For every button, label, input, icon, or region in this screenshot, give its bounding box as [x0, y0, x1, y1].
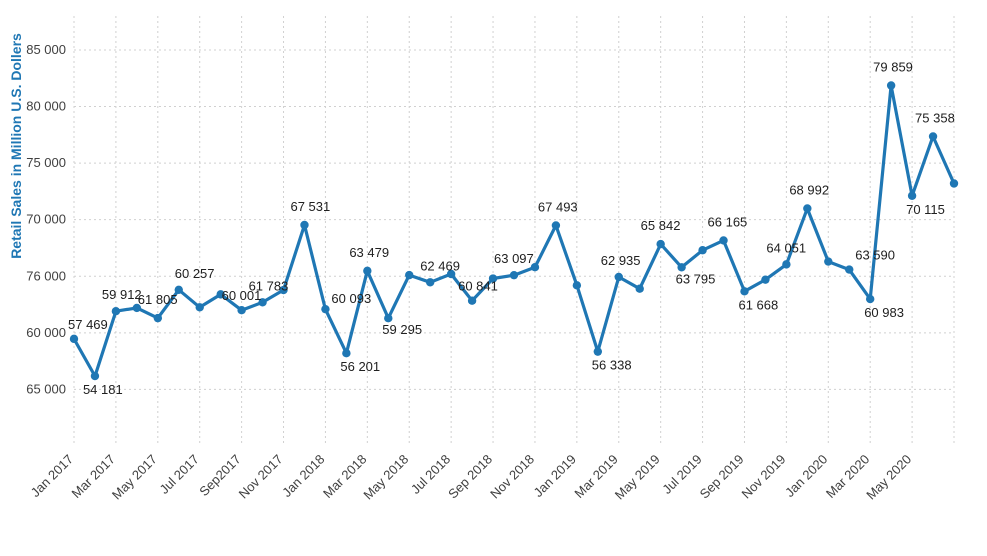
series-marker	[636, 285, 644, 293]
data-label: 56 201	[340, 359, 380, 374]
data-label: 56 338	[592, 358, 632, 373]
series-marker	[112, 307, 120, 315]
data-label: 59 295	[382, 322, 422, 337]
data-label: 57 469	[68, 317, 108, 332]
series-marker	[908, 192, 916, 200]
series-marker	[237, 306, 245, 314]
data-label: 75 358	[915, 110, 955, 125]
series-marker	[929, 132, 937, 140]
series-marker	[887, 81, 895, 89]
data-label: 67 531	[290, 199, 330, 214]
series-marker	[656, 240, 664, 248]
data-label: 64 051	[766, 240, 806, 255]
x-tick-label: Jan 2020	[782, 452, 830, 500]
x-tick-label: May 2020	[863, 452, 914, 503]
data-label: 63 097	[494, 251, 534, 266]
series-marker	[824, 257, 832, 265]
series-marker	[740, 287, 748, 295]
y-tick-label: 80 000	[26, 99, 66, 114]
data-label: 62 469	[420, 258, 460, 273]
x-tick-label: Jan 2018	[279, 452, 327, 500]
series-marker	[615, 273, 623, 281]
x-tick-label: May 2019	[612, 452, 663, 503]
data-label: 61 783	[249, 278, 289, 293]
x-tick-label: Sep 2019	[697, 452, 747, 502]
chart-canvas: 65 000 60 000 76 000 70 000 75 000 80 000 85 0…	[0, 0, 987, 556]
data-label: 54 181	[83, 382, 123, 397]
data-label: 63 590	[855, 248, 895, 263]
data-label: 62 935	[601, 253, 641, 268]
series-marker	[363, 267, 371, 275]
series-marker	[782, 260, 790, 268]
data-label: 59 912	[102, 287, 142, 302]
series-marker	[342, 349, 350, 357]
series-marker	[866, 295, 874, 303]
series-marker	[154, 314, 162, 322]
series-marker	[950, 179, 958, 187]
series-marker	[196, 303, 204, 311]
data-label: 60 983	[864, 305, 904, 320]
series-marker	[384, 314, 392, 322]
y-axis-label: Retail Sales in Million U.S. Dollers	[8, 33, 24, 259]
data-label: 61 805	[138, 292, 178, 307]
series-marker	[405, 271, 413, 279]
y-tick-label: 85 000	[26, 42, 66, 57]
x-tick-label: Nov 2019	[739, 452, 789, 502]
series-marker	[552, 221, 560, 229]
series-marker	[300, 221, 308, 229]
x-tick-label: May 2018	[360, 452, 411, 503]
series-marker	[845, 265, 853, 273]
data-label: 60 257	[175, 266, 215, 281]
data-label: 60 093	[331, 291, 371, 306]
series-marker	[719, 236, 727, 244]
x-tick-label: Jan 2019	[531, 452, 579, 500]
series-marker	[468, 296, 476, 304]
data-label: 65 842	[641, 218, 681, 233]
y-tick-label: 70 000	[26, 212, 66, 227]
data-label: 63 795	[676, 271, 716, 286]
x-tick-label: Nov 2018	[487, 452, 537, 502]
series-marker	[761, 275, 769, 283]
x-tick-label: Jan 2017	[28, 452, 76, 500]
series-marker	[594, 347, 602, 355]
x-tick-label: May 2017	[109, 452, 160, 503]
series-marker	[677, 263, 685, 271]
series-marker	[321, 305, 329, 313]
series-marker	[573, 281, 581, 289]
series-marker	[70, 335, 78, 343]
data-label: 70 115	[906, 202, 945, 217]
data-label: 66 165	[708, 214, 748, 229]
retail-sales-chart: Retail Sales in Million U.S. Dollers 65 …	[0, 0, 987, 556]
data-label: 60 841	[458, 279, 498, 294]
y-tick-label: 60 000	[26, 325, 66, 340]
data-label: 63 479	[349, 245, 389, 260]
x-tick-label: Nov 2017	[236, 452, 286, 502]
y-tick-label: 75 000	[26, 155, 66, 170]
x-tick-label: Sep 2018	[445, 452, 495, 502]
series-marker	[510, 271, 518, 279]
x-tick-label: Jul 2017	[156, 452, 201, 497]
series-marker	[698, 246, 706, 254]
data-label: 61 668	[738, 297, 778, 312]
data-label: 68 992	[789, 182, 829, 197]
y-tick-label: 76 000	[26, 268, 66, 283]
series-marker	[803, 204, 811, 212]
series-marker	[91, 372, 99, 380]
data-label: 67 493	[538, 199, 578, 214]
data-label: 79 859	[873, 59, 913, 74]
y-tick-label: 65 000	[26, 381, 66, 396]
series-marker	[426, 278, 434, 286]
